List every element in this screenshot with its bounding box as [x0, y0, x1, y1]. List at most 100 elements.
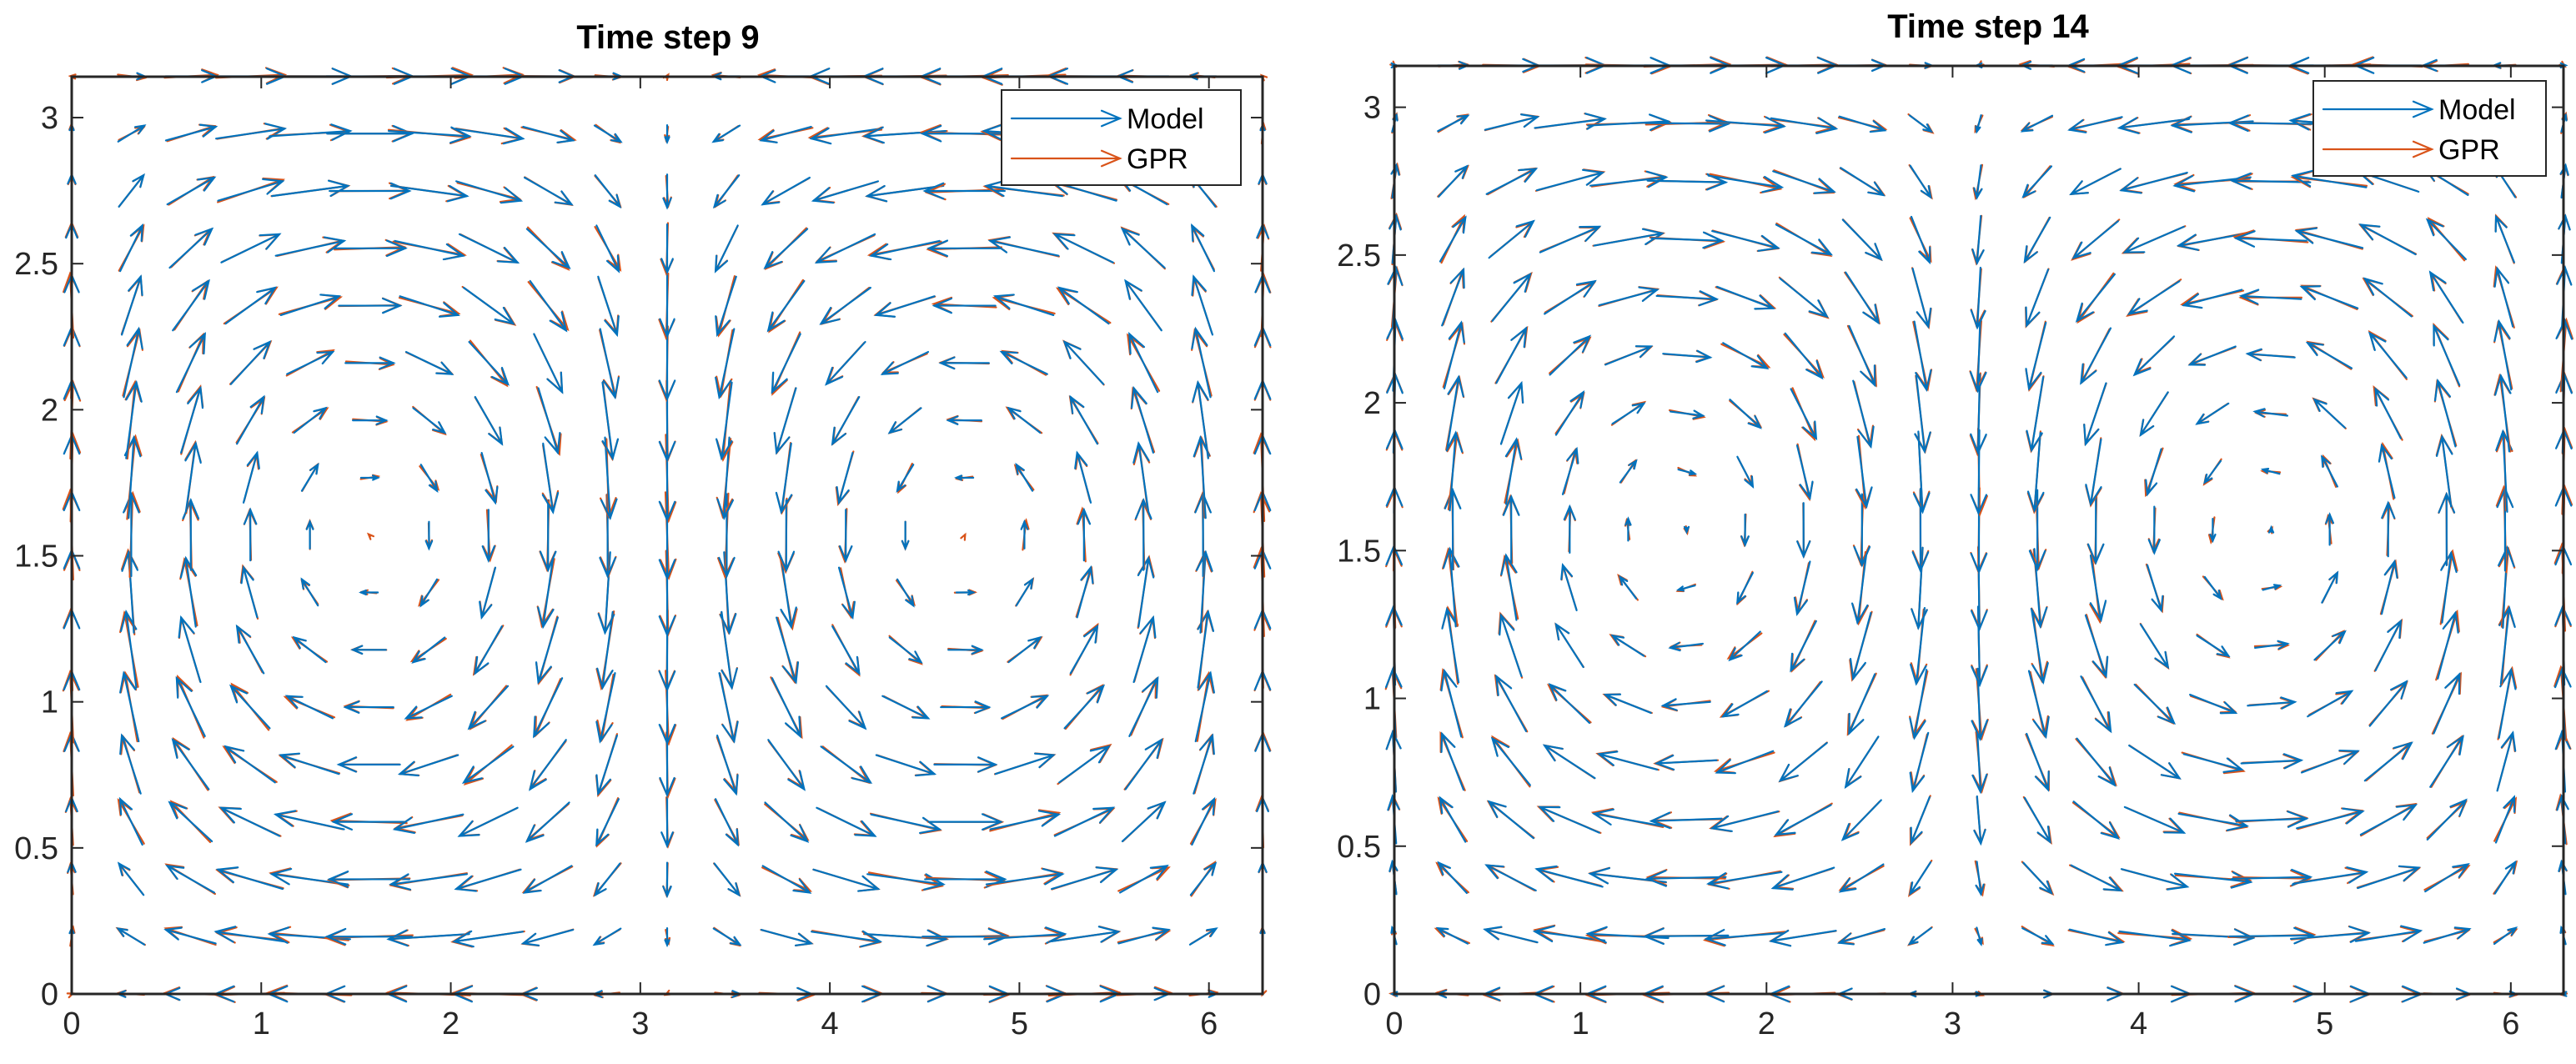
quiver-arrow-model	[522, 865, 573, 894]
quiver-arrow-model	[1793, 560, 1811, 616]
x-tick-label: 1	[253, 1006, 270, 1041]
quiver-arrow-model	[1487, 800, 1534, 840]
quiver-arrow-model	[2307, 690, 2354, 718]
y-tick-label: 2.5	[1337, 238, 1381, 274]
quiver-arrow-model	[1128, 675, 1159, 737]
quiver-arrow-model	[1488, 219, 1535, 259]
quiver-arrow-model	[397, 754, 459, 777]
quiver-arrow-model	[2424, 862, 2470, 893]
quiver-arrow-model	[2254, 640, 2290, 650]
quiver-arrow-model	[1440, 731, 1465, 791]
quiver-arrow-model	[2070, 864, 2123, 892]
quiver-arrow-model	[525, 801, 570, 843]
quiver-arrow-model	[1554, 622, 1584, 669]
chart-panel-time-step-14: Time step 14 0 1 2 3 4 5 6 0 0.5 1 1.5 2 2.5 3 Model …	[1337, 8, 2573, 1041]
y-tick-label: 1.5	[14, 540, 58, 575]
quiver-arrow-model	[524, 176, 574, 206]
chart-title: Time step 14	[1887, 8, 2089, 45]
quiver-arrow-model	[2026, 732, 2050, 792]
quiver-arrow-model	[1836, 927, 1886, 946]
quiver-arrow-model	[271, 179, 350, 198]
quiver-arrow-model	[597, 275, 620, 338]
quiver-arrow-model	[458, 233, 520, 263]
quiver-arrow-model	[1439, 795, 1467, 843]
legend-box	[1001, 89, 1242, 186]
quiver-arrow-model	[1736, 455, 1755, 489]
quiver-arrow-model	[780, 557, 797, 630]
legend-arrow-model	[2322, 100, 2434, 118]
quiver-arrow-model	[419, 464, 439, 494]
quiver-arrow-model	[2123, 806, 2187, 834]
quiver-arrow-model	[2021, 165, 2053, 198]
quiver-arrow-model	[293, 406, 328, 434]
quiver-arrow-model	[468, 340, 510, 386]
quiver-arrow-model	[404, 350, 454, 375]
quiver-arrow-model	[716, 734, 739, 796]
legend-entry-gpr: GPR	[2322, 134, 2500, 166]
quiver-arrow-model	[864, 929, 948, 947]
quiver-arrow-model	[920, 124, 1008, 143]
quiver-arrow-model	[479, 566, 497, 620]
quiver-arrow-model	[118, 796, 143, 846]
quiver-arrow-model	[2022, 861, 2053, 896]
quiver-arrow-model	[1779, 278, 1829, 319]
quiver-arrow-model	[1445, 430, 1464, 512]
quiver-arrow-model	[1840, 799, 1882, 841]
quiver-arrow-model	[1484, 113, 1540, 131]
x-tick-label: 6	[2502, 1006, 2519, 1041]
x-tick-label: 2	[442, 1006, 459, 1041]
quiver-arrow-model	[597, 551, 615, 635]
y-tick-label: 0	[41, 977, 58, 1012]
axis-ticks: 0 1 2 3 4 5 6 0 0.5 1 1.5 2 2.5 3	[14, 77, 1263, 1041]
quiver-arrow-model	[1499, 613, 1523, 677]
quiver-arrow-model	[2084, 614, 2109, 679]
quiver-arrow-model	[213, 926, 286, 943]
quiver-arrow-model	[1548, 683, 1591, 725]
quiver-arrow-model	[1535, 168, 1605, 192]
quiver-arrow-model	[165, 864, 216, 894]
quiver-arrow-model	[172, 279, 210, 332]
quiver-arrow-model	[1491, 272, 1532, 322]
quiver-arrow-model	[1502, 494, 1520, 564]
quiver-arrow-model	[759, 125, 812, 143]
quiver-arrow-model	[529, 739, 567, 791]
quiver-arrow-model	[2359, 804, 2418, 836]
quiver-arrow-model	[389, 873, 468, 891]
quiver-arrow-model	[2425, 218, 2467, 261]
quiver-arrow-model	[1911, 268, 1932, 329]
quiver-arrow-model	[392, 813, 464, 834]
quiver-arrow-model	[2189, 693, 2238, 715]
quiver-arrow-model	[539, 499, 557, 573]
quiver-arrow-model	[811, 180, 880, 204]
quiver-arrow-model	[1769, 929, 1837, 947]
quiver-arrow-model	[1561, 446, 1579, 495]
quiver-arrow-model	[2025, 269, 2050, 329]
x-tick-label: 3	[1944, 1006, 1961, 1041]
quiver-arrow-model	[1188, 927, 1218, 946]
quiver-arrow-model	[837, 566, 856, 620]
quiver-arrow-model	[2072, 801, 2121, 840]
quiver-arrow-model	[874, 295, 936, 318]
quiver-arrow-model	[1440, 668, 1463, 738]
quiver-arrow-model	[224, 286, 278, 325]
quiver-arrow-model	[1645, 870, 1727, 887]
quiver-arrow-model	[1848, 324, 1876, 388]
quiver-arrow-model	[938, 356, 990, 370]
quiver-arrow-model	[1840, 167, 1886, 197]
quiver-arrow-model	[2493, 266, 2514, 328]
quiver-arrow-model	[2240, 753, 2304, 770]
quiver-arrow-model	[2026, 431, 2045, 513]
quiver-arrow-model	[2147, 505, 2161, 555]
quiver-arrow-model	[412, 407, 447, 434]
quiver-arrow-model	[2381, 500, 2396, 558]
quiver-arrow-model	[2325, 512, 2335, 546]
quiver-arrow-model	[480, 451, 499, 505]
quiver-arrow-model	[2075, 273, 2116, 323]
quiver-arrow-model	[1504, 437, 1523, 505]
quiver-arrow-model	[2086, 495, 2105, 565]
quiver-arrow-model	[658, 326, 676, 402]
quiver-arrow-model	[2132, 335, 2176, 377]
quiver-arrow-model	[947, 645, 984, 655]
quiver-arrow-model	[595, 798, 620, 847]
